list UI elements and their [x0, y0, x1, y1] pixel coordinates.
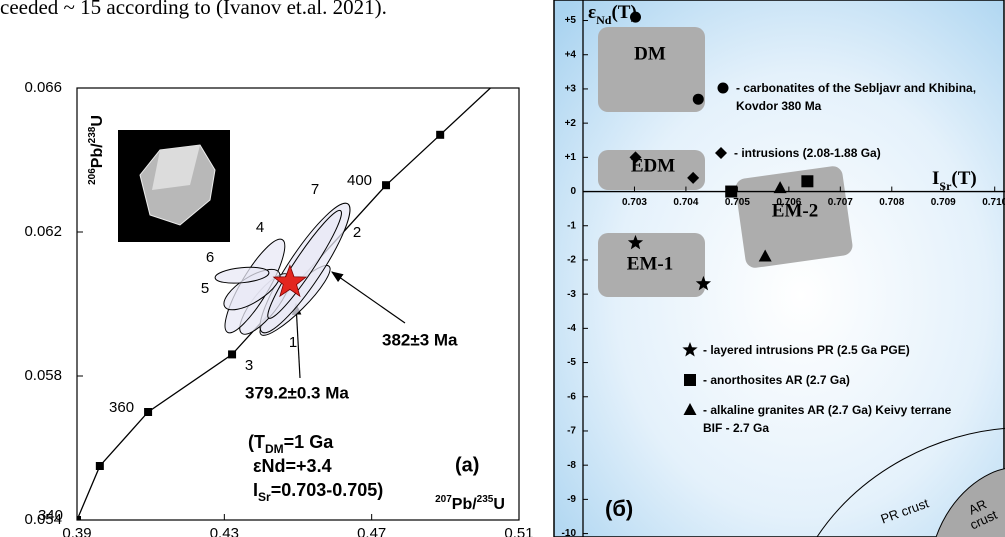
legend-label: - layered intrusions PR (2.5 Ga PGE): [703, 343, 910, 357]
y-tick-label: -10: [562, 528, 577, 537]
x-tick-label: 0.710: [982, 197, 1005, 208]
y-tick-label: -4: [567, 323, 576, 334]
field-label: EM-1: [627, 253, 673, 274]
field-box: [598, 27, 705, 112]
concordia-marker: [228, 350, 236, 358]
age-label: 400: [347, 172, 372, 189]
ellipse-label: 5: [201, 280, 209, 297]
model-note: (TDM=1 Ga: [248, 432, 334, 456]
legend-label: - anorthosites AR (2.7 Ga): [703, 373, 850, 387]
legend-marker: [684, 374, 696, 386]
y-tick-label: 0.062: [24, 223, 62, 240]
y-tick-label: +1: [565, 152, 577, 163]
legend-label: BIF - 2.7 Ga: [703, 421, 769, 435]
text-part: (T: [248, 432, 265, 452]
text-part: 206: [87, 168, 98, 185]
point: [693, 94, 704, 105]
ellipse-label: 4: [256, 219, 264, 236]
text-part: Pb/: [452, 496, 477, 513]
x-tick-label: 0.704: [673, 197, 698, 208]
x-tick-label: 0.703: [622, 197, 647, 208]
legend-label: - alkaline granites AR (2.7 Ga) Keivy te…: [703, 403, 952, 417]
text-part: 238: [87, 126, 98, 143]
y-tick-label: -2: [567, 255, 576, 266]
y-axis-label: εNd(T): [588, 2, 637, 26]
point: [801, 175, 813, 187]
y-tick-label: -3: [567, 289, 576, 300]
concordia-extension: [440, 58, 523, 135]
age-label: 340: [38, 507, 63, 524]
concordia-marker: [382, 181, 390, 189]
concordia-marker: [73, 516, 81, 524]
y-tick-label: -9: [567, 494, 576, 505]
x-tick-label: 0.47: [357, 525, 386, 537]
text-part: (T): [611, 2, 636, 23]
x-tick-label: 0.51: [504, 525, 533, 537]
y-tick-label: +3: [565, 84, 577, 95]
y-tick-label: +4: [565, 49, 577, 60]
ellipse-label: 2: [353, 224, 361, 241]
concordia-marker: [96, 462, 104, 470]
age-label: 360: [109, 399, 134, 416]
text-part: 207: [435, 494, 452, 505]
text-part: Sr: [258, 490, 271, 504]
x-axis-label: ISr(T): [932, 168, 977, 192]
annotation: 379.2±0.3 Ma: [245, 383, 349, 402]
panel-label: (a): [455, 454, 479, 476]
text-part: I: [932, 168, 939, 189]
y-tick-label: -7: [567, 426, 576, 437]
ellipse-label: 7: [311, 181, 319, 198]
x-tick-label: 0.39: [62, 525, 91, 537]
caption-fragment: ceeded ~ 15 according to (Ivanov et.al. …: [0, 0, 387, 19]
ellipse-label: 6: [206, 249, 214, 266]
field-label: DM: [634, 43, 666, 64]
legend-marker: [718, 83, 729, 94]
text-part: ε: [588, 2, 596, 23]
annotation-arrow: [332, 272, 405, 323]
concordia-marker: [436, 131, 444, 139]
y-tick-label: +2: [565, 118, 577, 129]
x-tick-label: 0.706: [776, 197, 801, 208]
text-part: DM: [265, 442, 284, 456]
page: ceeded ~ 15 according to (Ivanov et.al. …: [0, 0, 1005, 537]
text-part: (T): [951, 168, 976, 189]
annotation: 382±3 Ma: [382, 330, 458, 349]
concordia-marker: [144, 408, 152, 416]
text-part: Pb/: [89, 143, 106, 168]
figure: ceeded ~ 15 according to (Ivanov et.al. …: [0, 0, 1005, 537]
x-tick-label: 0.708: [879, 197, 904, 208]
y-tick-label: +5: [565, 15, 577, 26]
legend-label: Kovdor 380 Ma: [736, 99, 822, 113]
y-axis-label: 206Pb/238U: [87, 115, 106, 185]
y-tick-label: 0.066: [24, 79, 62, 96]
y-tick-label: 0.058: [24, 367, 62, 384]
x-tick-label: 0.705: [725, 197, 750, 208]
text-part: Sr: [939, 179, 952, 193]
y-tick-label: -5: [567, 357, 576, 368]
x-tick-label: 0.709: [931, 197, 956, 208]
x-tick-label: 0.43: [210, 525, 239, 537]
y-tick-label: 0: [570, 186, 576, 197]
ellipse-label: 1: [289, 334, 297, 351]
text-part: U: [89, 115, 106, 127]
model-note: εNd=+3.4: [253, 456, 332, 476]
ellipse-label: 3: [245, 357, 253, 374]
model-note: ISr=0.703-0.705): [253, 480, 383, 504]
panel-label: (б): [605, 496, 633, 521]
x-axis-label: 207Pb/235U: [435, 494, 505, 513]
text-part: =0.703-0.705): [271, 480, 384, 500]
legend-label: - intrusions (2.08-1.88 Ga): [734, 146, 881, 160]
y-tick-label: -8: [567, 460, 576, 471]
y-tick-label: -1: [567, 220, 576, 231]
x-tick-label: 0.707: [828, 197, 853, 208]
text-part: 235: [477, 494, 494, 505]
point: [725, 186, 737, 198]
text-part: U: [493, 496, 505, 513]
text-part: =1 Ga: [284, 432, 335, 452]
text-part: εNd=+3.4: [253, 456, 332, 476]
y-tick-label: -6: [567, 391, 576, 402]
legend-label: - carbonatites of the Sebljavr and Khibi…: [736, 81, 976, 95]
text-part: Nd: [596, 13, 612, 27]
